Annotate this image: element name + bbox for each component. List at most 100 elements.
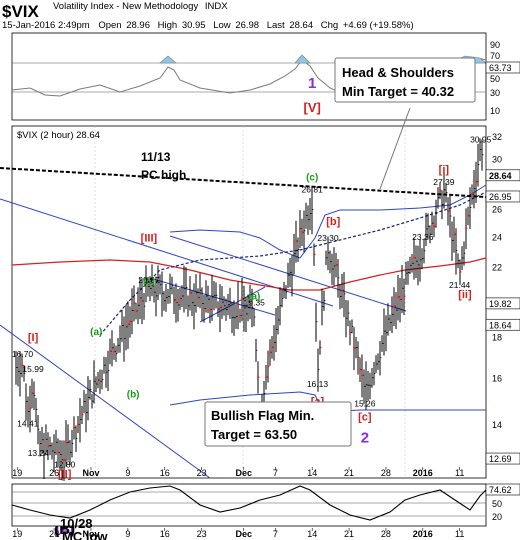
bottom-axis-50: 50	[492, 499, 502, 509]
price-bar-mark	[77, 422, 79, 426]
wave-label: [ii]	[458, 289, 472, 301]
x-axis-label: Nov	[82, 529, 99, 539]
bullish-flag-callout: Bullish Flag Min. Target = 63.50	[204, 401, 352, 447]
last-label: Last	[267, 20, 285, 31]
price-bar-mark	[239, 314, 241, 318]
price-bar-mark	[313, 253, 315, 257]
price-bar-mark	[465, 226, 467, 230]
price-bar-mark	[467, 214, 469, 218]
price-axis-label: 14	[492, 420, 502, 430]
wave-label: (c)	[143, 277, 155, 288]
price-bar-mark	[359, 368, 361, 372]
price-bar-mark	[21, 363, 23, 367]
x-axis-label: 14	[307, 468, 317, 478]
price-bar-mark	[197, 296, 199, 300]
wave-label: [V]	[304, 100, 321, 115]
x-axis-label: 23	[197, 468, 207, 478]
trendline-lower	[0, 324, 211, 479]
price-bar-mark	[361, 373, 363, 377]
price-bar-mark	[219, 305, 221, 309]
mc-low-date: 10/28	[60, 516, 93, 531]
x-axis-label: 7	[273, 468, 278, 478]
price-bar-mark	[439, 189, 441, 193]
wave-label: [c]	[358, 411, 372, 423]
top-axis-labels: 90 70 63.73 50 30 10	[485, 40, 520, 116]
x-axis-label: 14	[307, 529, 317, 539]
price-bar-mark	[203, 307, 205, 311]
neckline	[0, 167, 487, 198]
price-point-label: 26.81	[302, 184, 324, 194]
price-bar-mark	[129, 320, 131, 324]
price-bar-mark	[341, 289, 343, 293]
x-axis-label: Nov	[82, 468, 99, 478]
wave-label: (a)	[248, 292, 260, 303]
top-axis-50: 50	[490, 74, 500, 84]
wave-labels: [I][II](a)(b)(c)[III](a)(b)[IV](c)[b][a]…	[28, 75, 472, 538]
bottom-axis-last: 74.62	[489, 485, 512, 495]
price-bar-mark	[133, 301, 135, 305]
x-axis-label: Dec	[235, 468, 252, 478]
price-bar-mark	[265, 375, 267, 379]
x-axis-label: 9	[125, 468, 130, 478]
top-axis-10: 10	[490, 106, 500, 116]
price-point-label: 14.41	[17, 418, 39, 428]
price-point-label: 15.99	[22, 364, 44, 374]
x-axis-label: 7	[273, 529, 278, 539]
top-axis-last: 63.73	[489, 63, 512, 73]
chg-value: +4.69 (+19.58%)	[343, 20, 414, 31]
price-point-label: 20.67	[138, 275, 160, 285]
price-bar-mark	[267, 364, 269, 368]
price-bar-mark	[413, 256, 415, 260]
price-bar-mark	[57, 451, 59, 455]
x-axis-label: 28	[381, 468, 391, 478]
price-bar-mark	[397, 295, 399, 299]
mc-low-label: MC low	[62, 529, 108, 540]
last-value: 28.64	[289, 20, 313, 31]
price-bar-mark	[335, 263, 337, 267]
upper-band	[169, 184, 487, 259]
price-axis-label: 18.64	[489, 320, 512, 330]
price-point-label: 13.24	[28, 448, 50, 458]
low-value: 26.98	[235, 20, 259, 31]
price-bar-mark	[47, 444, 49, 448]
high-label: High	[158, 20, 178, 31]
price-point-label: 23.36	[412, 232, 434, 242]
price-bar-mark	[399, 297, 401, 301]
price-axis-box	[485, 318, 520, 331]
wave-label: (c)	[306, 172, 318, 183]
wave-label: [III]	[141, 233, 158, 245]
price-axis-box	[485, 169, 520, 182]
price-axis-label: 22	[492, 263, 502, 273]
price-point-label: 30.95	[470, 134, 492, 144]
head-shoulders-target: Min Target = 40.32	[342, 84, 454, 99]
bottom-x-axis: 19 26 Nov 9 16 23 Dec 7 14 21 28 2016 11	[12, 528, 464, 539]
price-bar-mark	[257, 375, 259, 379]
top-axis-70: 70	[490, 51, 500, 61]
x-axis-label: 26	[49, 529, 59, 539]
price-axis-label: 16	[492, 373, 502, 383]
open-label: Open	[98, 20, 121, 31]
head-shoulders-title: Head & Shoulders	[342, 65, 454, 80]
wave-label: [I]	[28, 332, 39, 344]
x-axis-label: 2016	[413, 468, 433, 478]
x-axis-label: 23	[197, 529, 207, 539]
price-point-label: 19.35	[244, 298, 266, 308]
x-axis-label: 11	[455, 468, 464, 478]
head-shoulders-pointer	[379, 107, 411, 190]
price-bar-mark	[141, 299, 143, 303]
price-axis-label: 32	[492, 132, 502, 142]
top-axis-30: 30	[490, 88, 500, 98]
x-axis-label: 21	[344, 529, 354, 539]
quote-datetime: 15-Jan-2016 2:49pm	[2, 20, 90, 31]
wave-label: (b)	[127, 389, 140, 400]
price-axis-label: 28.64	[489, 171, 512, 181]
pc-high-label: PC high	[141, 168, 186, 182]
main-x-axis: 19 26 Nov 9 16 23 Dec 7 14 21 28 2016 11	[12, 467, 464, 478]
price-axis-label: 12.69	[489, 454, 512, 464]
price-bar-mark	[403, 294, 405, 298]
price-bar-mark	[31, 391, 33, 395]
price-bar-mark	[175, 300, 177, 304]
x-axis-label: 19	[12, 529, 22, 539]
price-point-label: 12.80	[54, 460, 76, 470]
